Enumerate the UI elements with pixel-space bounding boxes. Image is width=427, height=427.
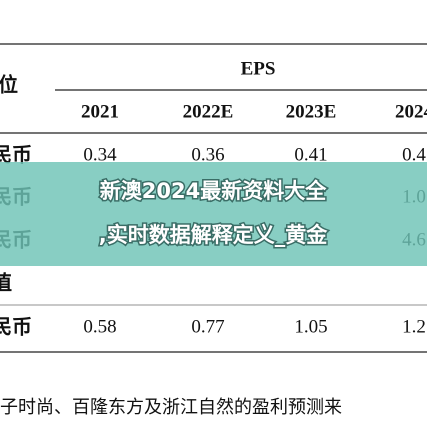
cell: 1.05 bbox=[294, 316, 327, 337]
cell: 0.36 bbox=[191, 144, 224, 165]
group-header: EPS bbox=[241, 58, 276, 79]
column-header: 2021 bbox=[81, 101, 119, 122]
row-label: 民币 bbox=[0, 315, 32, 339]
cell: 0.34 bbox=[83, 144, 117, 165]
column-header: 2023E bbox=[286, 101, 337, 122]
banner-line: ,实时数据解释定义_黄金 bbox=[99, 223, 328, 247]
row-label: 值 bbox=[0, 271, 12, 295]
cell: 0.4 bbox=[402, 144, 426, 165]
column-header: 2024 bbox=[395, 101, 427, 122]
banner-line: 新澳2024最新资料大全 bbox=[100, 179, 327, 203]
column-header: 2022E bbox=[183, 101, 234, 122]
cell: 1.2 bbox=[402, 316, 426, 337]
cell: 0.41 bbox=[294, 144, 327, 165]
corner: 位 bbox=[0, 73, 18, 97]
cell: 0.58 bbox=[83, 316, 116, 337]
note: 子时尚、百隆东方及浙江自然的盈利预测来 bbox=[0, 397, 342, 418]
cell: 0.77 bbox=[191, 316, 224, 337]
banner bbox=[0, 162, 427, 266]
